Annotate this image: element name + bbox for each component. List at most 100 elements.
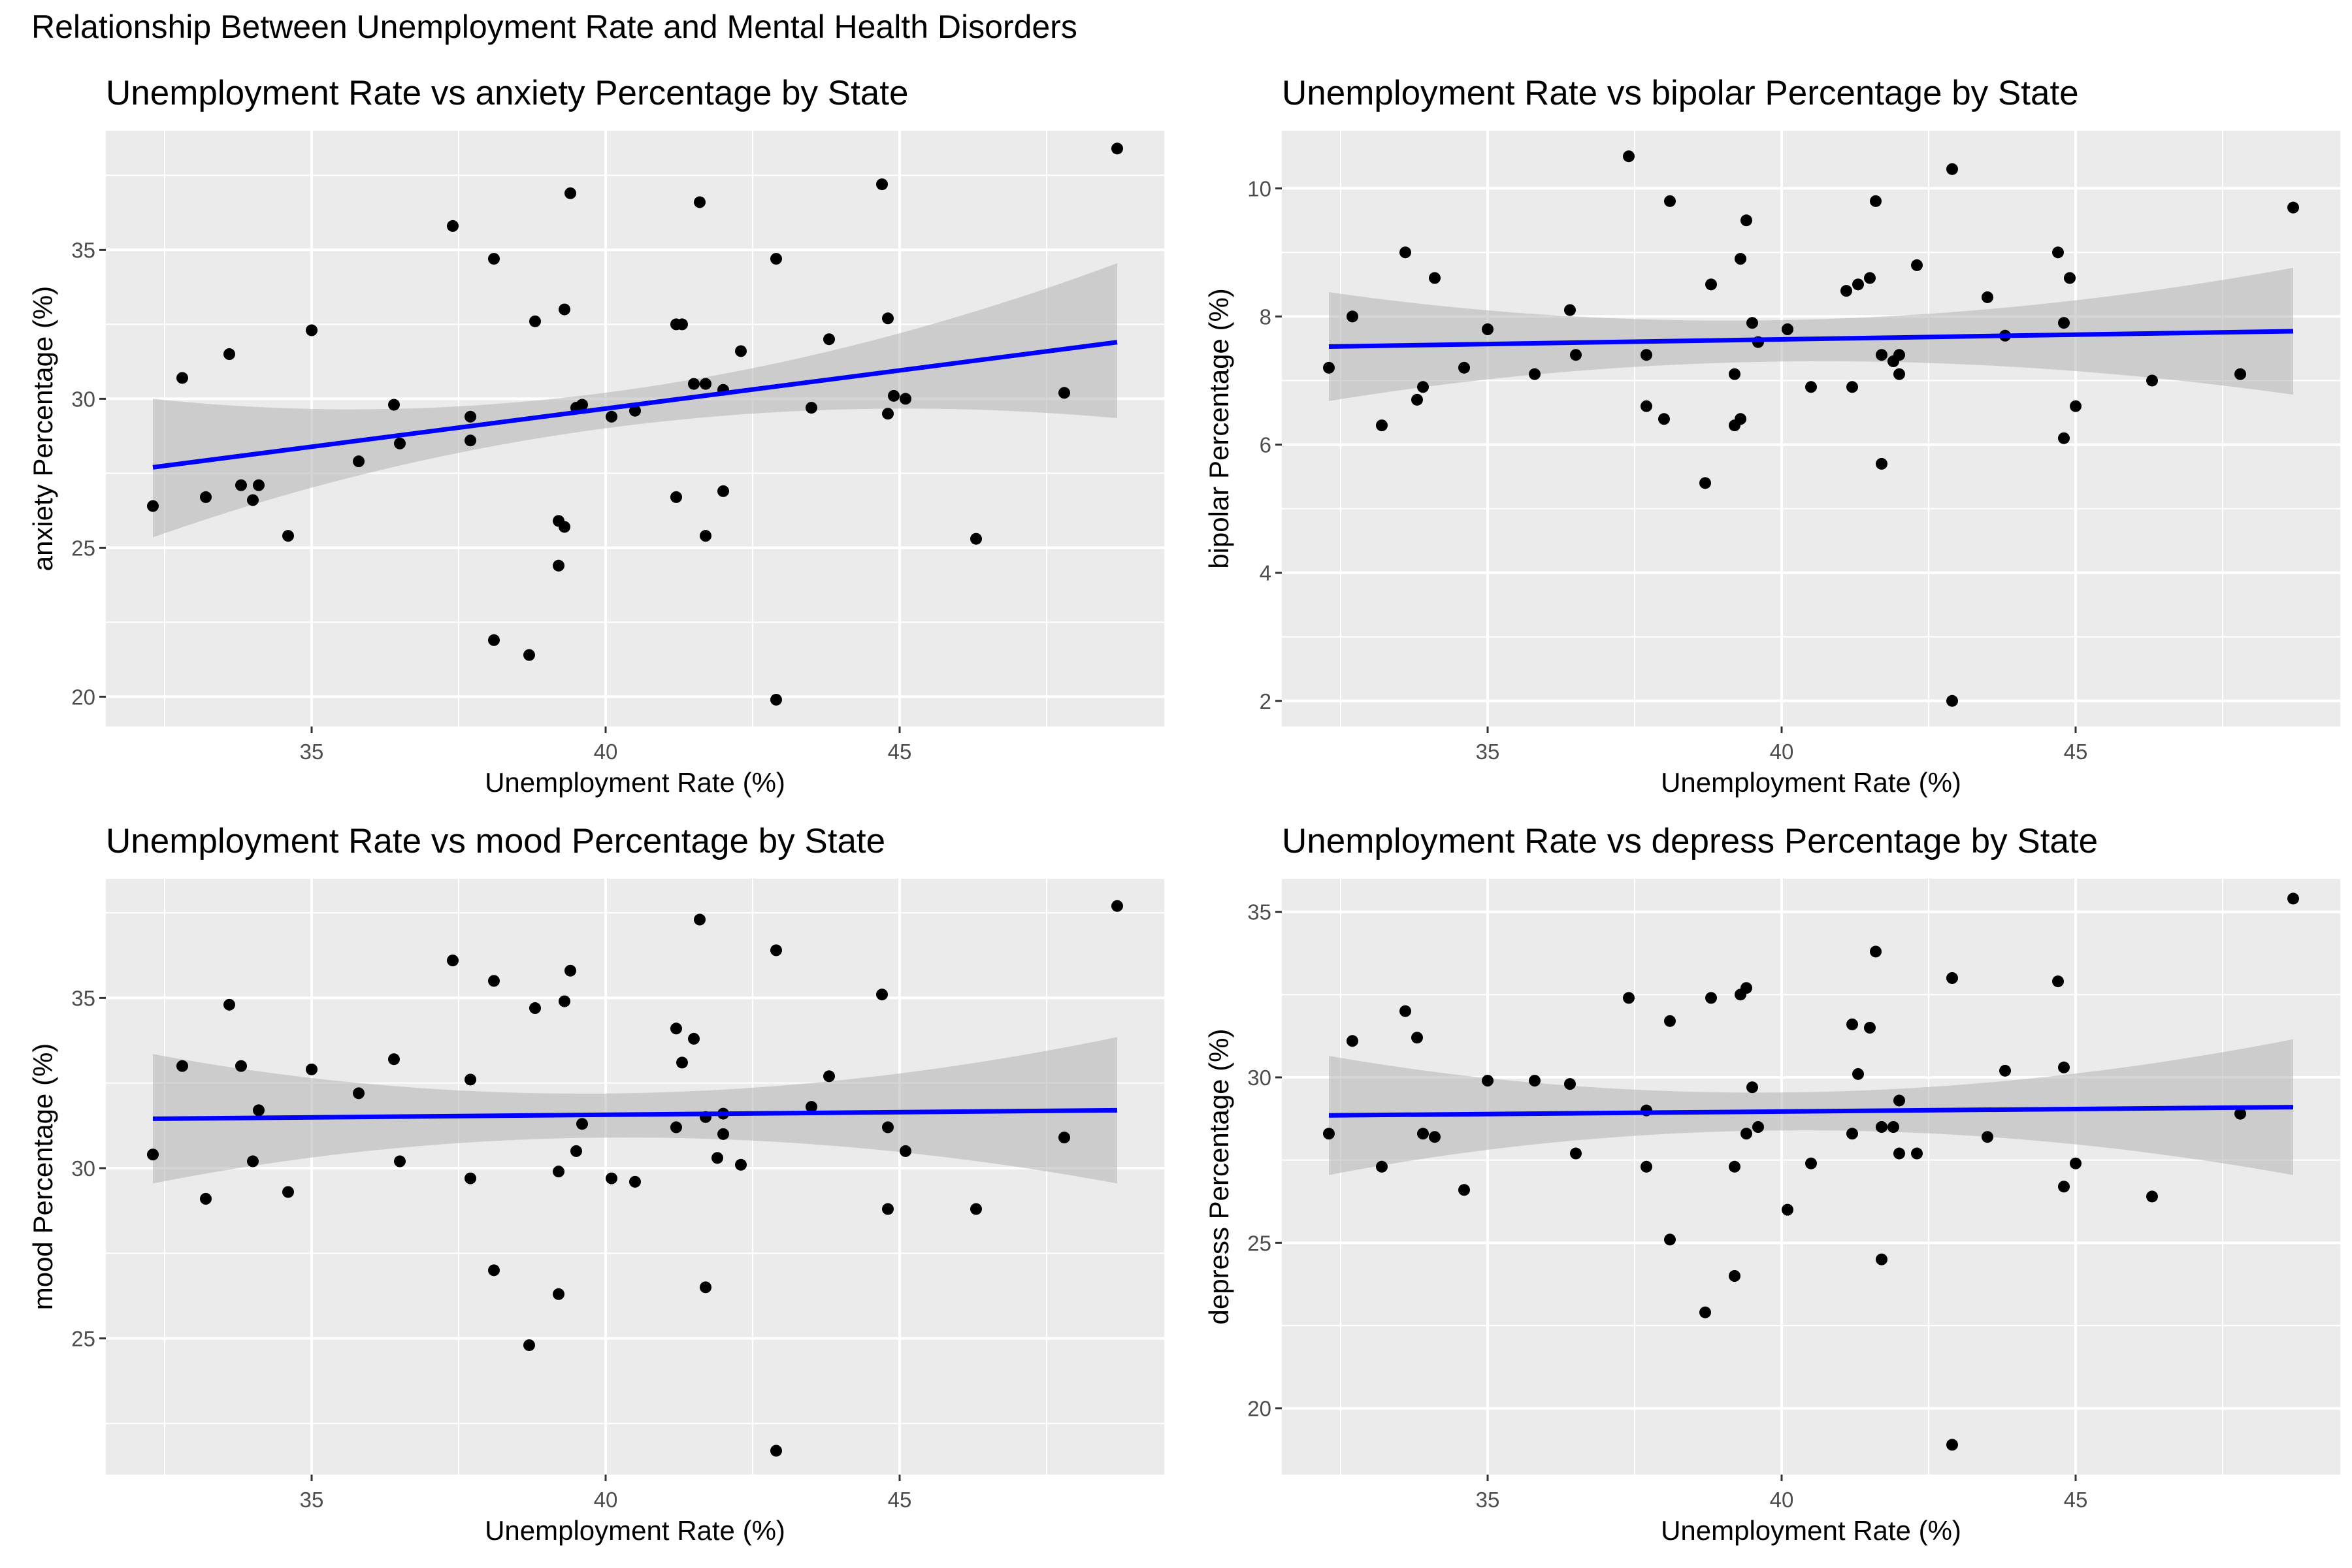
data-point xyxy=(1740,982,1752,994)
panel-mood: 35 40 45 25 30 35 Unemployment Rate vs mood Pe… xyxy=(0,800,1176,1548)
data-point xyxy=(1529,1075,1541,1087)
data-point xyxy=(1623,150,1635,163)
data-point xyxy=(447,220,459,232)
y-tick-label: 8 xyxy=(1260,304,1271,329)
data-point xyxy=(1347,1035,1358,1047)
confidence-band xyxy=(153,263,1117,538)
data-point xyxy=(282,1186,294,1198)
x-tick-label: 40 xyxy=(1770,1488,1794,1512)
data-point xyxy=(882,408,894,420)
data-point xyxy=(1840,285,1852,297)
data-point xyxy=(1570,1147,1582,1160)
data-point xyxy=(1658,413,1670,425)
data-point xyxy=(1893,349,1905,361)
data-point xyxy=(735,345,747,357)
panel-bipolar: 35 40 45 2 4 6 8 10 Unemployment Rate vs bipolar… xyxy=(1176,52,2352,800)
data-point xyxy=(970,532,982,545)
data-point xyxy=(1570,349,1582,361)
data-point xyxy=(888,389,900,402)
data-point xyxy=(1058,1132,1070,1144)
data-point xyxy=(1911,1147,1923,1160)
data-point xyxy=(488,634,500,646)
data-point xyxy=(564,187,576,199)
data-point xyxy=(529,1002,541,1015)
regression-line xyxy=(1328,1105,2294,1118)
data-point xyxy=(1058,387,1070,399)
data-point xyxy=(576,1118,588,1130)
data-point xyxy=(1458,361,1470,374)
data-point xyxy=(1999,1064,2011,1077)
data-point xyxy=(694,196,706,208)
confidence-band xyxy=(1329,267,2293,401)
data-point xyxy=(688,1032,700,1045)
data-point xyxy=(1705,278,1717,291)
panel-title: Unemployment Rate vs bipolar Percentage … xyxy=(1282,74,2079,112)
data-point xyxy=(1729,1270,1740,1282)
data-point xyxy=(606,1172,617,1184)
y-axis-label: bipolar Percentage (%) xyxy=(1203,288,1234,569)
data-point xyxy=(1429,1131,1441,1143)
data-point xyxy=(2058,317,2070,329)
data-point xyxy=(394,1155,406,1168)
y-tick-label: 6 xyxy=(1260,433,1271,457)
data-point xyxy=(1805,1157,1817,1169)
data-point xyxy=(1664,1233,1676,1246)
data-point xyxy=(1805,381,1817,393)
data-point xyxy=(1482,323,1494,335)
panel-title: Unemployment Rate vs depress Percentage … xyxy=(1282,822,2098,860)
data-point xyxy=(770,693,782,706)
data-point xyxy=(465,1172,476,1184)
data-point xyxy=(488,1264,500,1277)
y-tick-label: 35 xyxy=(1247,900,1271,924)
y-axis-label: depress Percentage (%) xyxy=(1203,1029,1234,1325)
data-point xyxy=(559,995,570,1007)
data-point xyxy=(253,1104,265,1117)
data-point xyxy=(570,1145,582,1157)
data-point xyxy=(235,1060,247,1072)
x-tick-label: 35 xyxy=(300,1488,324,1512)
data-point xyxy=(1846,381,1858,393)
data-point xyxy=(1893,1094,1905,1107)
data-point xyxy=(1876,349,1887,361)
chart-svg: 35 40 45 25 30 35 Unemployment Rate vs mood Pe… xyxy=(27,822,1164,1546)
data-point xyxy=(1876,1253,1887,1266)
data-point xyxy=(223,998,235,1011)
data-point xyxy=(1323,1128,1335,1140)
data-point xyxy=(1376,1160,1388,1173)
y-tick-label: 30 xyxy=(71,387,95,411)
data-point xyxy=(1529,368,1541,380)
data-point xyxy=(806,1101,817,1113)
data-point xyxy=(670,1022,682,1035)
y-axis-label: mood Percentage (%) xyxy=(27,1043,58,1311)
data-point xyxy=(1729,1160,1740,1173)
y-tick-label: 25 xyxy=(71,536,95,560)
data-point xyxy=(1746,317,1758,329)
plot-background xyxy=(1282,131,2340,727)
x-tick-label: 35 xyxy=(1476,740,1500,764)
confidence-band xyxy=(153,1037,1117,1184)
data-point xyxy=(2052,975,2064,988)
data-point xyxy=(876,178,888,191)
y-tick-label: 35 xyxy=(71,238,95,262)
data-point xyxy=(253,479,265,491)
data-point xyxy=(735,1158,747,1171)
x-axis-label: Unemployment Rate (%) xyxy=(485,767,785,798)
data-point xyxy=(1641,1160,1652,1173)
data-point xyxy=(694,913,706,926)
data-point xyxy=(465,1073,476,1086)
x-tick-label: 45 xyxy=(2064,740,2088,764)
chart-svg: 35 40 45 2 4 6 8 10 Unemployment Rate vs bipolar… xyxy=(1203,74,2340,798)
y-tick-label: 35 xyxy=(71,986,95,1010)
data-point xyxy=(1641,400,1652,412)
data-point xyxy=(1946,163,1958,175)
data-point xyxy=(553,559,564,572)
panel-depress: 35 40 45 20 25 30 35 Unemployment Rate vs depre… xyxy=(1176,800,2352,1548)
data-point xyxy=(900,393,911,405)
data-point xyxy=(700,1281,711,1294)
data-point xyxy=(711,1152,723,1164)
data-point xyxy=(488,975,500,987)
data-point xyxy=(2287,892,2299,905)
data-point xyxy=(700,378,711,390)
data-point xyxy=(176,1060,188,1072)
data-point xyxy=(1740,1128,1752,1140)
